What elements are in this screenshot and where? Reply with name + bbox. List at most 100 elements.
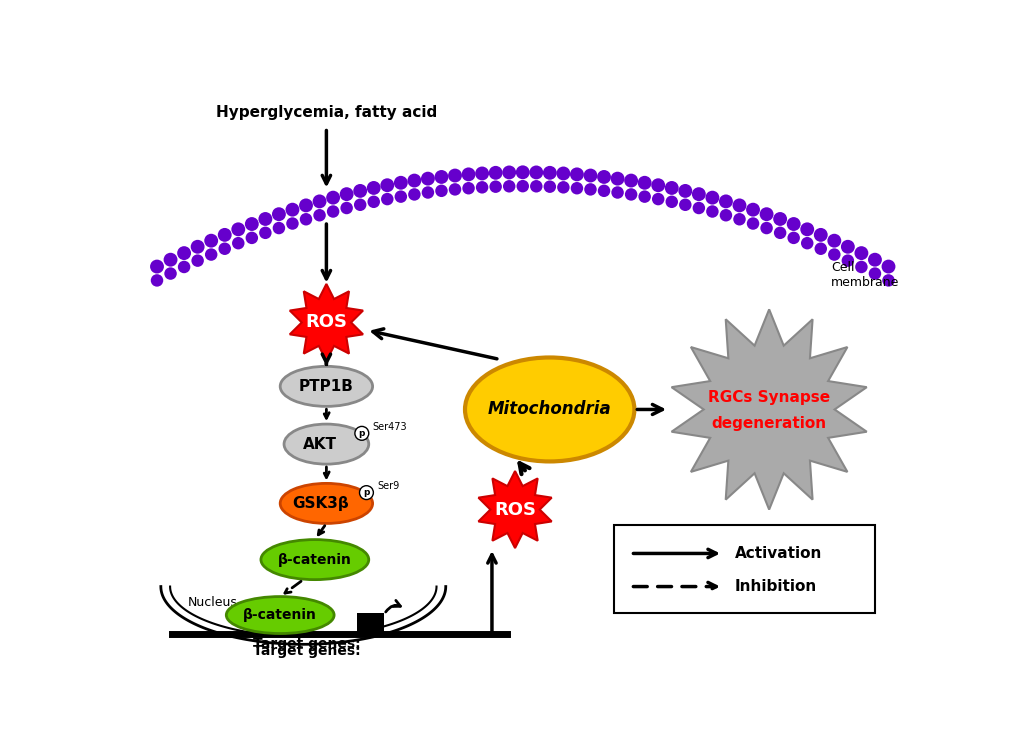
Text: Hyperglycemia, fatty acid: Hyperglycemia, fatty acid — [216, 104, 436, 120]
Circle shape — [596, 170, 610, 184]
Bar — [459, 175, 465, 189]
Bar — [783, 219, 789, 233]
Circle shape — [625, 188, 637, 201]
Circle shape — [501, 166, 516, 180]
Circle shape — [624, 174, 638, 188]
Text: p: p — [359, 429, 365, 438]
Circle shape — [163, 253, 177, 266]
Bar — [405, 182, 411, 196]
Bar — [256, 224, 262, 238]
Bar — [151, 266, 163, 280]
Bar — [539, 172, 545, 186]
Circle shape — [393, 176, 408, 190]
Circle shape — [192, 254, 204, 267]
Text: ROS: ROS — [305, 313, 347, 331]
Circle shape — [584, 183, 596, 196]
Circle shape — [488, 166, 502, 180]
Circle shape — [204, 234, 218, 247]
Bar — [743, 205, 749, 219]
Bar — [161, 266, 167, 280]
Bar — [286, 210, 299, 223]
Circle shape — [814, 242, 826, 255]
Circle shape — [881, 274, 894, 287]
Bar — [715, 198, 721, 212]
Bar — [530, 172, 542, 186]
Circle shape — [434, 170, 448, 184]
Bar — [448, 175, 461, 189]
Bar — [215, 241, 221, 255]
Circle shape — [530, 180, 542, 193]
Bar — [526, 172, 532, 186]
Bar — [394, 182, 407, 196]
Bar — [702, 194, 708, 208]
Bar — [313, 201, 325, 215]
Text: Target genes:: Target genes: — [253, 644, 361, 658]
Bar — [323, 201, 329, 215]
Bar — [242, 229, 248, 243]
Bar — [201, 247, 207, 261]
Circle shape — [462, 167, 475, 181]
Circle shape — [745, 203, 759, 217]
Circle shape — [610, 172, 624, 185]
Circle shape — [408, 188, 420, 201]
Text: Target genes:: Target genes: — [253, 637, 361, 650]
Circle shape — [313, 209, 325, 221]
Text: Ser473: Ser473 — [372, 422, 407, 432]
Circle shape — [638, 191, 650, 203]
Bar — [773, 219, 786, 233]
Bar — [431, 179, 437, 193]
Circle shape — [610, 186, 624, 199]
Circle shape — [787, 231, 799, 244]
Circle shape — [800, 237, 813, 250]
Text: degeneration: degeneration — [711, 416, 826, 431]
Text: β-catenin: β-catenin — [243, 608, 317, 622]
Circle shape — [231, 223, 245, 237]
Bar — [800, 229, 812, 243]
Polygon shape — [478, 471, 551, 548]
Bar — [729, 201, 735, 215]
Circle shape — [733, 213, 745, 226]
Bar — [485, 174, 491, 188]
Circle shape — [529, 166, 543, 180]
Circle shape — [272, 222, 285, 234]
Bar — [357, 612, 384, 634]
Circle shape — [448, 183, 461, 196]
Circle shape — [516, 180, 529, 193]
Text: RGCs Synapse: RGCs Synapse — [707, 391, 829, 405]
Bar — [881, 266, 894, 280]
Bar — [377, 188, 383, 201]
Circle shape — [476, 181, 488, 193]
Text: AKT: AKT — [303, 437, 337, 452]
Circle shape — [664, 181, 678, 195]
Circle shape — [258, 212, 272, 226]
Circle shape — [177, 246, 191, 260]
Text: Mitochondria: Mitochondria — [487, 401, 611, 418]
Bar — [877, 260, 883, 274]
Circle shape — [312, 194, 326, 208]
Bar — [499, 173, 505, 187]
Bar — [567, 174, 573, 188]
Bar — [746, 210, 758, 223]
Text: ROS: ROS — [493, 501, 536, 518]
Ellipse shape — [280, 366, 372, 407]
Circle shape — [339, 187, 354, 201]
Circle shape — [880, 260, 895, 274]
Bar — [364, 191, 370, 205]
Circle shape — [516, 166, 529, 180]
Circle shape — [475, 166, 488, 180]
Circle shape — [340, 201, 353, 214]
Circle shape — [719, 209, 732, 221]
Bar — [282, 214, 288, 228]
Bar — [421, 179, 434, 193]
Circle shape — [359, 485, 373, 499]
Text: GSK3β: GSK3β — [291, 496, 348, 511]
Bar — [648, 182, 654, 196]
Bar — [513, 172, 519, 186]
Circle shape — [651, 193, 663, 205]
Bar — [367, 188, 379, 201]
Circle shape — [841, 254, 853, 267]
Circle shape — [191, 240, 205, 254]
Circle shape — [502, 180, 515, 193]
Bar — [228, 235, 234, 249]
Circle shape — [218, 242, 230, 255]
